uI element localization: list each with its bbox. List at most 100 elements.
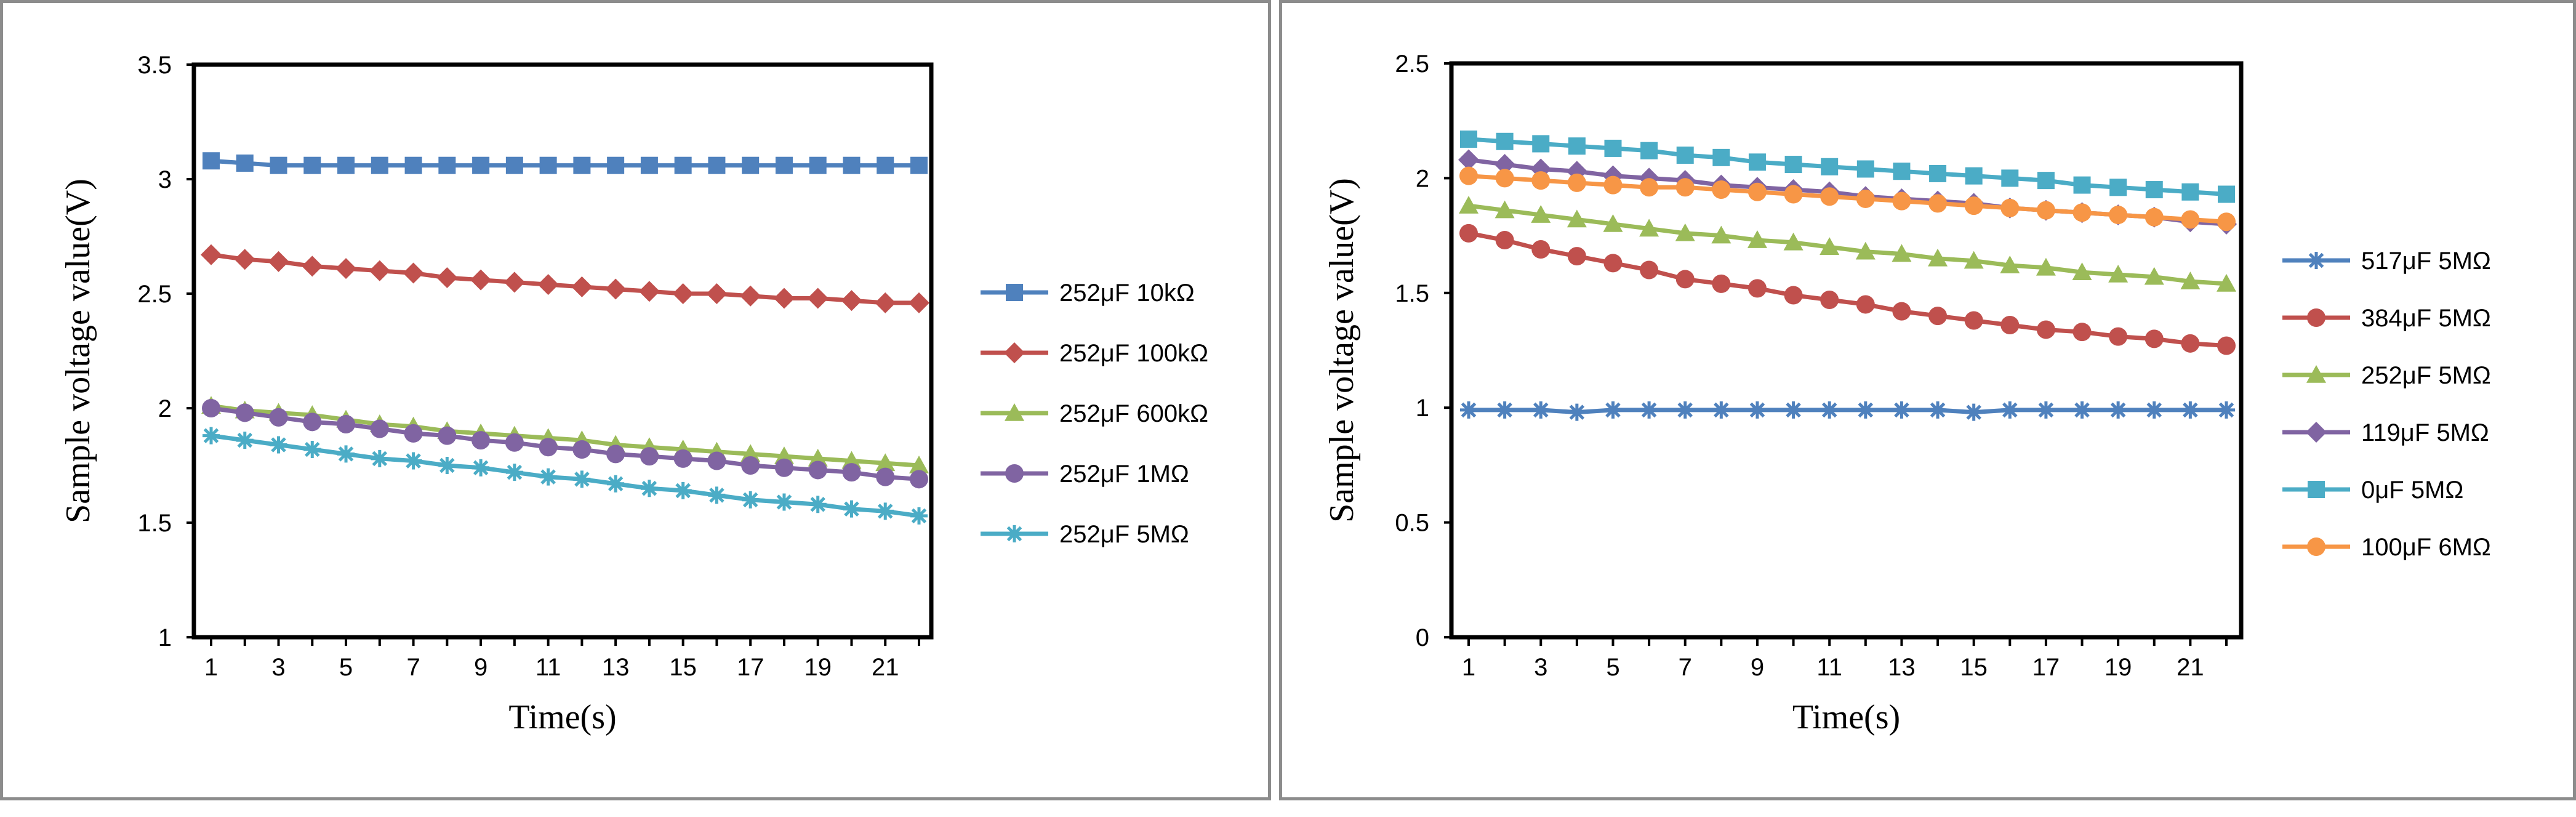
left-chart-data-point bbox=[843, 500, 861, 518]
left-chart-data-point bbox=[606, 445, 625, 464]
chart-panel-left: 1 1.5 2 2.5 3 3.5 1 3 5 7 9 11 13 15 17 19 21 Time(s) Samp… bbox=[0, 0, 1271, 800]
right-chart-data-point bbox=[1783, 232, 1804, 251]
right-chart-data-point bbox=[2036, 320, 2055, 339]
right-chart-data-point bbox=[2109, 179, 2127, 196]
right-chart-legend-marker bbox=[2308, 481, 2325, 498]
right-chart-legend-item: 252μF 5MΩ bbox=[2282, 362, 2491, 389]
right-chart-data-point bbox=[1965, 167, 1983, 185]
left-chart-data-point bbox=[371, 449, 388, 467]
left-chart-x-tick-label: 21 bbox=[872, 654, 899, 681]
left-chart-data-point bbox=[571, 276, 593, 297]
right-chart-data-point bbox=[1459, 196, 1479, 214]
right-chart-data-point bbox=[2001, 169, 2019, 187]
left-chart-data-point bbox=[876, 467, 895, 486]
right-chart-data-point bbox=[1603, 254, 1623, 273]
right-chart-data-point bbox=[1856, 401, 1874, 419]
right-chart-data-point bbox=[1820, 290, 1839, 309]
left-chart-y-tick-label: 2 bbox=[158, 395, 172, 422]
right-chart-data-point bbox=[1747, 230, 1767, 248]
left-chart-x-tick-label: 19 bbox=[804, 654, 832, 681]
right-chart-series-6 bbox=[1459, 166, 2236, 231]
left-chart-data-point bbox=[335, 258, 357, 280]
left-chart-legend-marker bbox=[1004, 342, 1025, 363]
right-chart-data-point bbox=[1784, 156, 1802, 174]
left-chart-data-point bbox=[539, 438, 558, 457]
left-chart-series-2 bbox=[201, 244, 929, 313]
right-chart-data-point bbox=[1640, 401, 1658, 419]
left-chart-data-point bbox=[674, 156, 692, 174]
left-chart-data-point bbox=[537, 274, 559, 296]
left-chart-data-point bbox=[775, 493, 793, 511]
right-chart-data-point bbox=[2145, 401, 2163, 419]
right-chart-data-point bbox=[2181, 401, 2199, 419]
right-chart-data-point bbox=[1495, 169, 1514, 188]
left-chart-x-tick-label: 17 bbox=[737, 654, 764, 681]
left-chart-data-point bbox=[505, 156, 523, 174]
left-chart-data-point bbox=[472, 156, 490, 174]
right-chart-data-point bbox=[2218, 185, 2235, 203]
right-chart-legend-marker bbox=[2307, 308, 2325, 327]
right-chart-data-point bbox=[1568, 403, 1586, 421]
right-chart-data-point bbox=[1495, 231, 1514, 250]
left-chart-data-point bbox=[607, 156, 625, 174]
left-chart-legend-item: 252μF 5MΩ bbox=[981, 521, 1189, 548]
left-chart-data-point bbox=[573, 470, 591, 488]
left-chart-legend-label: 252μF 5MΩ bbox=[1059, 521, 1189, 548]
right-chart-data-point bbox=[1531, 205, 1551, 223]
left-chart-data-point bbox=[773, 288, 795, 309]
right-chart-x-tick-label: 7 bbox=[1679, 654, 1692, 681]
right-chart-data-point bbox=[2145, 329, 2164, 348]
right-chart-data-point bbox=[1820, 187, 1839, 206]
right-chart-data-point bbox=[1459, 166, 1478, 185]
right-chart-data-point bbox=[1711, 225, 1731, 244]
right-chart-data-point bbox=[1929, 401, 1947, 419]
right-chart-data-point bbox=[1748, 401, 1766, 419]
right-chart-y-tick-label: 0 bbox=[1416, 624, 1429, 651]
right-chart-data-point bbox=[1928, 194, 1948, 213]
right-chart-data-point bbox=[2108, 264, 2129, 283]
right-chart-y-axis-title: Sample voltage value(V) bbox=[1323, 178, 1361, 523]
left-chart-data-point bbox=[843, 156, 861, 174]
right-chart-data-point bbox=[2145, 181, 2163, 199]
right-chart-data-point bbox=[2073, 176, 2091, 194]
chart-left-svg: 11.522.533.51 3 5 7 9 11 13 15 17 19 21Time(s)Samp… bbox=[59, 52, 1208, 736]
left-chart-data-point bbox=[605, 278, 627, 300]
right-chart-data-point bbox=[1567, 209, 1587, 228]
left-chart-data-point bbox=[638, 281, 660, 302]
right-chart-legend-label: 0μF 5MΩ bbox=[2361, 477, 2463, 504]
left-chart-legend-label: 252μF 600kΩ bbox=[1059, 400, 1208, 427]
right-chart-data-point bbox=[1640, 260, 1659, 280]
right-chart-x-tick-label: 9 bbox=[1751, 654, 1764, 681]
right-chart-data-point bbox=[1892, 244, 1912, 262]
right-chart-legend-label: 119μF 5MΩ bbox=[2361, 419, 2489, 446]
right-chart-data-point bbox=[1784, 286, 1803, 305]
left-chart-legend-item: 252μF 1MΩ bbox=[981, 461, 1189, 488]
left-chart-legend-label: 252μF 100kΩ bbox=[1059, 340, 1208, 367]
left-chart-legend-marker bbox=[1005, 403, 1024, 421]
left-chart-data-point bbox=[539, 156, 557, 174]
left-chart-data-point bbox=[303, 413, 322, 432]
left-chart-data-point bbox=[910, 156, 928, 174]
right-chart-series-line bbox=[1468, 137, 2227, 196]
left-chart-data-point bbox=[910, 470, 928, 489]
right-chart-data-point bbox=[1675, 223, 1695, 241]
left-chart-data-point bbox=[472, 459, 490, 477]
right-chart-data-point bbox=[2000, 256, 2020, 273]
left-chart-legend-marker bbox=[1005, 464, 1024, 483]
right-chart-x-tick-label: 1 bbox=[1462, 654, 1475, 681]
left-chart-data-point bbox=[672, 283, 694, 304]
right-chart-y-tick-label: 2.5 bbox=[1395, 50, 1429, 78]
left-chart-y-tick-label: 3.5 bbox=[137, 52, 172, 79]
left-chart-data-point bbox=[877, 502, 894, 520]
left-chart-data-point bbox=[203, 427, 220, 445]
right-chart-data-point bbox=[1821, 158, 1839, 175]
left-chart-data-point bbox=[640, 480, 658, 497]
left-chart-data-point bbox=[774, 458, 793, 477]
right-chart-data-point bbox=[1893, 163, 1911, 180]
right-chart-data-point bbox=[1748, 153, 1766, 171]
right-chart-legend-item: 384μF 5MΩ bbox=[2282, 305, 2491, 332]
right-chart-legend-item: 0μF 5MΩ bbox=[2282, 477, 2463, 504]
chart-panel-right: 0 0.5 1 1.5 2 2.5 1 3 5 7 9 11 13 15 17 19 21 Time(s) Samp… bbox=[1279, 0, 2576, 800]
left-chart-data-point bbox=[909, 292, 929, 313]
right-chart-y-tick-label: 1 bbox=[1416, 395, 1429, 422]
